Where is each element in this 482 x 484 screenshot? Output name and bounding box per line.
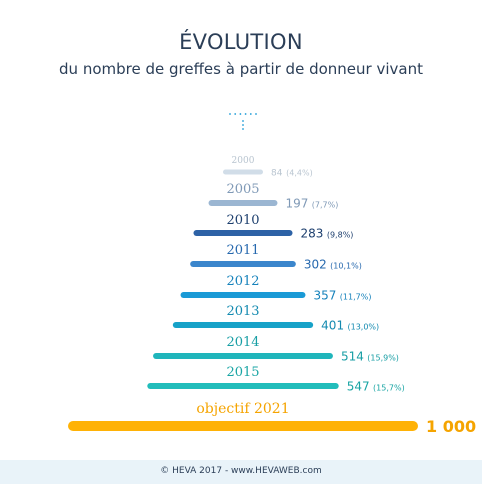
bar-value-2000: 84 — [271, 168, 283, 178]
bar-2015 — [147, 383, 339, 389]
bar-2012 — [180, 292, 306, 298]
bar-value-2011: 302 — [304, 258, 327, 272]
bar-label-2010: 2010 — [226, 213, 259, 228]
bar-value-2014: 514 — [341, 350, 364, 364]
bar-value-2010: 283 — [301, 227, 324, 241]
bar-value-objectif-2021: 1 000 — [426, 417, 476, 436]
chart-svg: 2000 84 (4,4%) 2005 197 (7,7%) 2010 283 (9,8%) 20… — [68, 113, 476, 436]
bar-value-2015: 547 — [347, 380, 370, 394]
bar-2005 — [208, 200, 278, 206]
footer-bar: © HEVA 2017 - www.HEVAWEB.com — [0, 460, 482, 484]
bar-value-2005: 197 — [285, 197, 308, 211]
bar-pct-2005: (7,7%) — [312, 201, 339, 210]
bar-pct-2000: (4,4%) — [286, 168, 313, 177]
bar-2011 — [190, 261, 296, 267]
bar-pct-2013: (13,0%) — [347, 323, 379, 332]
bar-objectif-2021 — [68, 421, 418, 431]
chart-title: ÉVOLUTION — [179, 30, 303, 54]
bar-label-2013: 2013 — [226, 304, 259, 319]
bar-label-objectif-2021: objectif 2021 — [196, 401, 289, 417]
bar-value-2013: 401 — [321, 319, 344, 333]
bar-label-2012: 2012 — [226, 274, 259, 289]
bar-pct-2010: (9,8%) — [327, 231, 354, 240]
bar-2010 — [193, 230, 293, 236]
bar-2013 — [172, 322, 314, 328]
bar-2014 — [153, 353, 333, 359]
bar-label-2005: 2005 — [226, 182, 259, 197]
bar-pct-2015: (15,7%) — [373, 384, 405, 393]
bar-label-2014: 2014 — [226, 335, 259, 350]
bar-label-2015: 2015 — [226, 365, 259, 380]
bar-2000 — [223, 169, 263, 175]
ellipsis-dots — [229, 113, 257, 130]
bar-label-2011: 2011 — [226, 243, 259, 258]
bar-pct-2014: (15,9%) — [367, 354, 399, 363]
bar-pct-2012: (11,7%) — [340, 293, 372, 302]
bar-label-2000: 2000 — [232, 156, 255, 166]
bar-value-2012: 357 — [313, 289, 336, 303]
footer-credit: © HEVA 2017 - www.HEVAWEB.com — [160, 466, 322, 476]
chart-subtitle: du nombre de greffes à partir de donneur… — [59, 60, 423, 78]
bar-pct-2011: (10,1%) — [330, 262, 362, 271]
